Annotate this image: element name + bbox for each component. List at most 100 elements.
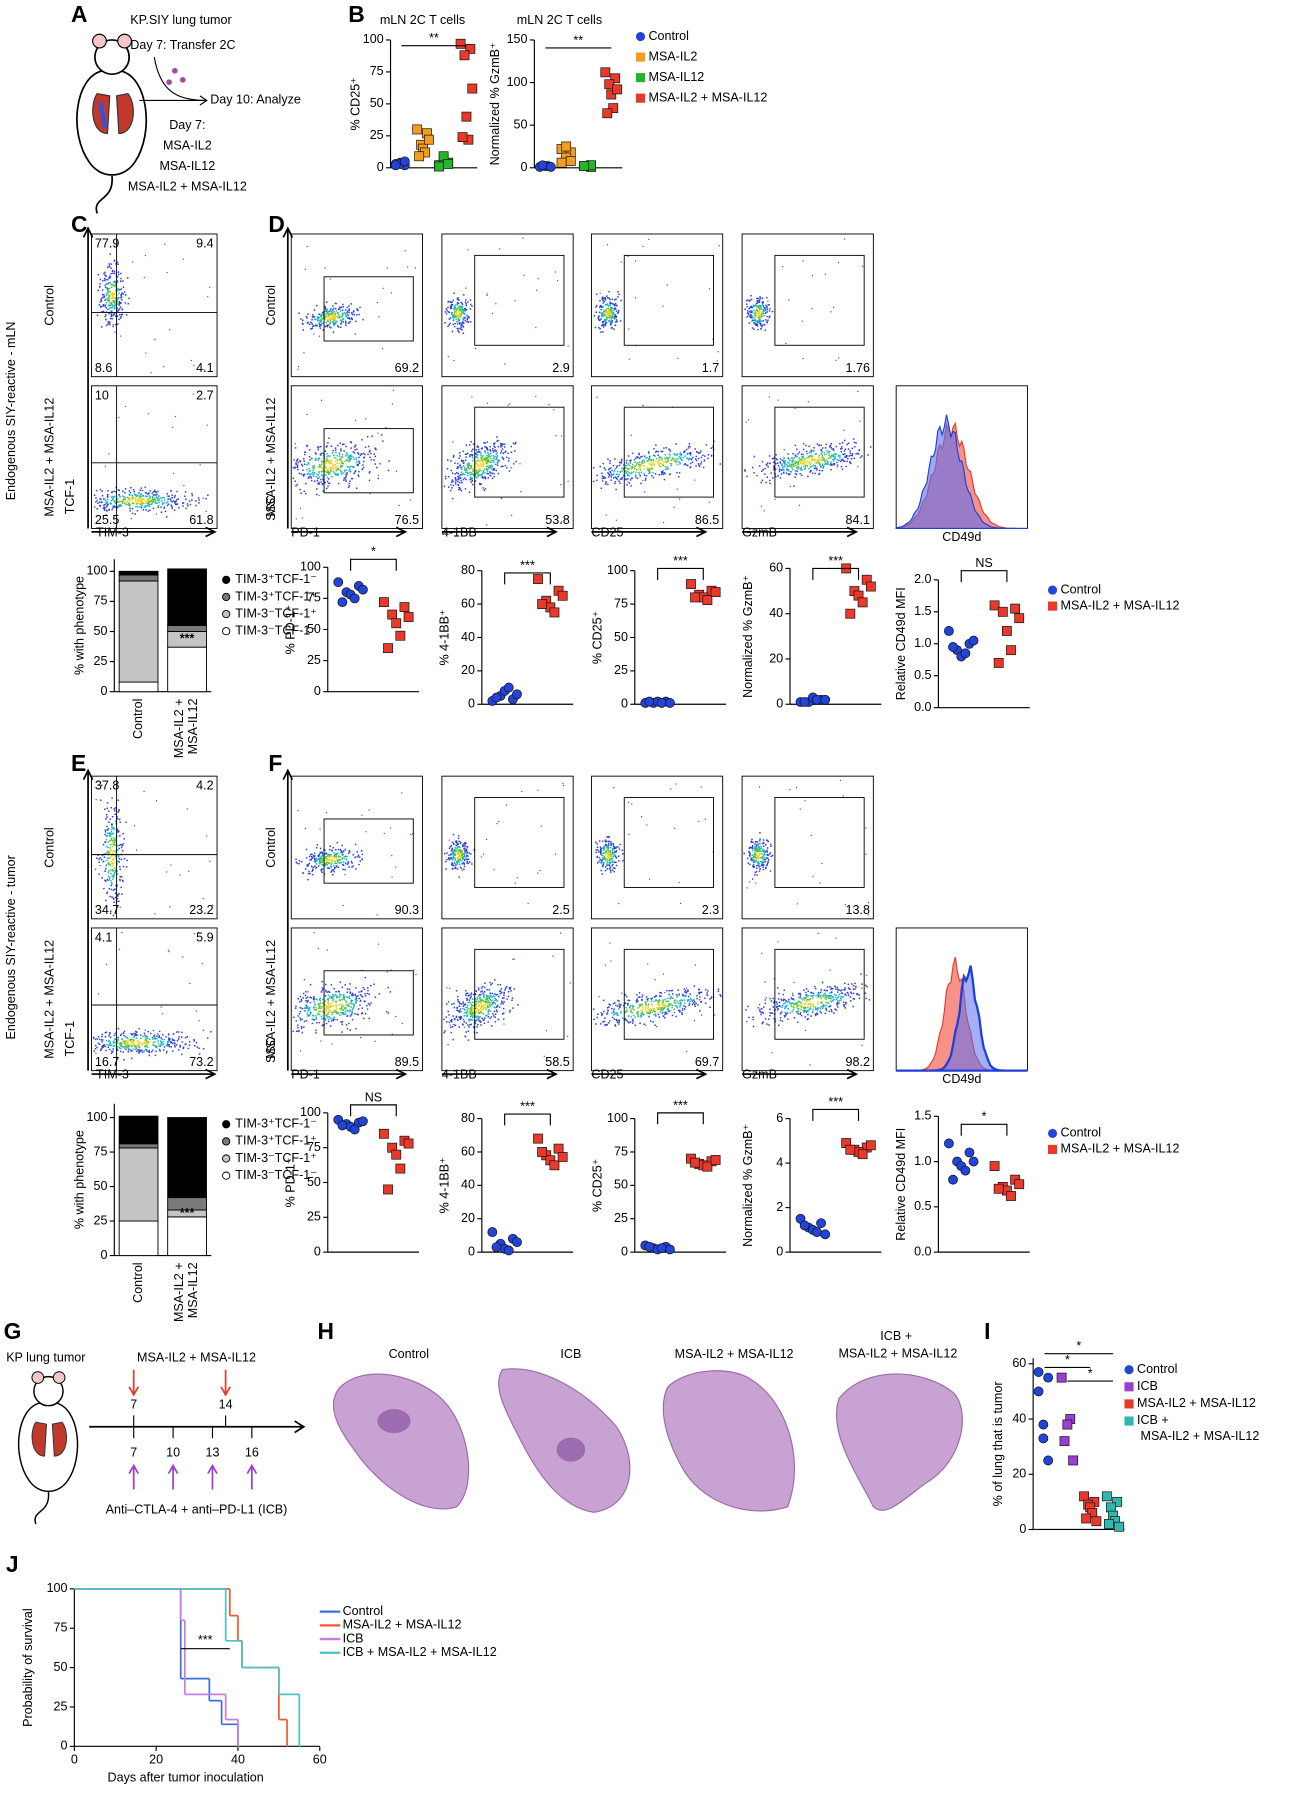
event-dot — [496, 823, 498, 825]
event-dot — [673, 1011, 676, 1014]
y-tick-label: 100 — [300, 1105, 321, 1119]
event-dot — [166, 272, 168, 274]
y-tick-label: 100 — [607, 563, 628, 577]
event-density — [320, 312, 343, 323]
event-density — [593, 290, 622, 333]
histology-images — [332, 1368, 963, 1513]
axis-label: CD25 — [591, 525, 623, 539]
significance-bracket — [812, 1108, 860, 1121]
event-density — [443, 833, 475, 878]
y-tick-label: 0 — [100, 1248, 107, 1262]
timeline — [89, 1420, 306, 1434]
y-tick-label: 25 — [614, 1211, 628, 1225]
quadrant-percent: 25.5 — [95, 513, 119, 527]
y-tick-label: 100 — [507, 75, 528, 89]
gate-percent: 2.9 — [552, 361, 569, 375]
quadrant-percent: 4.1 — [95, 931, 112, 945]
event-dot — [150, 372, 152, 374]
legend-label: ICB — [343, 1631, 364, 1645]
data-point — [1114, 1521, 1125, 1532]
y-tick-label: 25 — [614, 663, 628, 677]
event-dot — [857, 466, 859, 468]
event-dot — [746, 887, 748, 889]
event-dot — [545, 1030, 548, 1032]
event-density — [92, 1027, 212, 1061]
event-dot — [212, 904, 214, 906]
event-density — [103, 493, 169, 508]
y-tick-label: 0 — [1019, 1522, 1026, 1536]
axis-label: GzmB — [742, 1068, 777, 1082]
event-dot — [135, 849, 138, 851]
data-point — [379, 597, 389, 608]
quadrant-percent: 23.2 — [189, 903, 213, 917]
data-point — [968, 635, 979, 646]
event-dot — [627, 801, 630, 803]
event-dot — [382, 287, 384, 289]
data-point — [390, 160, 401, 171]
significance-bracket — [350, 558, 397, 571]
event-dot — [199, 464, 201, 466]
event-dot — [320, 1040, 322, 1042]
event-dot — [714, 908, 716, 910]
data-point — [1068, 1455, 1079, 1466]
event-dot — [758, 1003, 760, 1006]
event-dot — [519, 463, 521, 465]
image-label: MSA-IL2 + MSA-IL12 — [675, 1347, 794, 1361]
axis-label: 4-1BB — [442, 1068, 477, 1082]
significance-bracket — [657, 1112, 704, 1125]
event-dot — [821, 862, 823, 865]
event-dot — [613, 787, 615, 789]
data-point — [549, 607, 560, 618]
quadrant-percent: 73.2 — [189, 1055, 213, 1069]
x-tick-label: 40 — [231, 1752, 245, 1766]
data-point — [358, 584, 368, 595]
y-tick-label: 75 — [614, 1144, 628, 1158]
event-dot — [453, 360, 455, 362]
data-point — [391, 618, 402, 629]
event-dot — [386, 267, 388, 269]
event-dot — [473, 1022, 475, 1024]
panel-label: D — [268, 211, 284, 237]
event-dot — [331, 1043, 333, 1045]
axis-label: CD49d — [942, 530, 981, 544]
event-density — [453, 849, 464, 862]
event-dot — [700, 786, 702, 788]
gate-percent: 89.5 — [395, 1055, 419, 1069]
y-tick-label: 4 — [776, 1155, 783, 1169]
event-dot — [670, 788, 672, 790]
y-tick-label: 0 — [521, 160, 528, 174]
event-dot — [843, 429, 845, 431]
gate — [323, 970, 414, 1036]
quadrant-percent: 16.7 — [95, 1055, 119, 1069]
event-dot — [392, 389, 394, 391]
event-dot — [95, 1052, 97, 1054]
event-dot — [383, 832, 385, 835]
data-point — [434, 161, 444, 172]
data-point — [412, 124, 423, 135]
data-point — [944, 626, 954, 636]
significance: * — [1065, 1353, 1070, 1367]
data-point — [391, 1149, 402, 1160]
event-dot — [559, 932, 562, 934]
gate — [774, 797, 865, 888]
event-dot — [521, 790, 523, 793]
quadrant-percent: 9.4 — [196, 237, 213, 251]
event-dot — [496, 452, 498, 454]
plot-frame — [290, 927, 423, 1072]
y-tick-label: 0.0 — [914, 700, 931, 714]
data-point — [690, 592, 700, 603]
event-dot — [505, 804, 508, 806]
data-point — [537, 599, 548, 609]
event-dot — [685, 987, 688, 989]
event-dot — [514, 300, 516, 302]
event-dot — [172, 426, 174, 429]
data-point — [424, 134, 434, 145]
event-dot — [596, 396, 598, 398]
axis-label: PD-1 — [291, 525, 320, 539]
event-density — [105, 1035, 169, 1051]
event-dot — [789, 789, 791, 791]
y-axis-label: % 4-1BB⁺ — [438, 609, 452, 665]
y-axis-label: % CD25⁺ — [591, 1159, 605, 1212]
data-point — [579, 161, 590, 171]
event-density — [105, 826, 120, 886]
